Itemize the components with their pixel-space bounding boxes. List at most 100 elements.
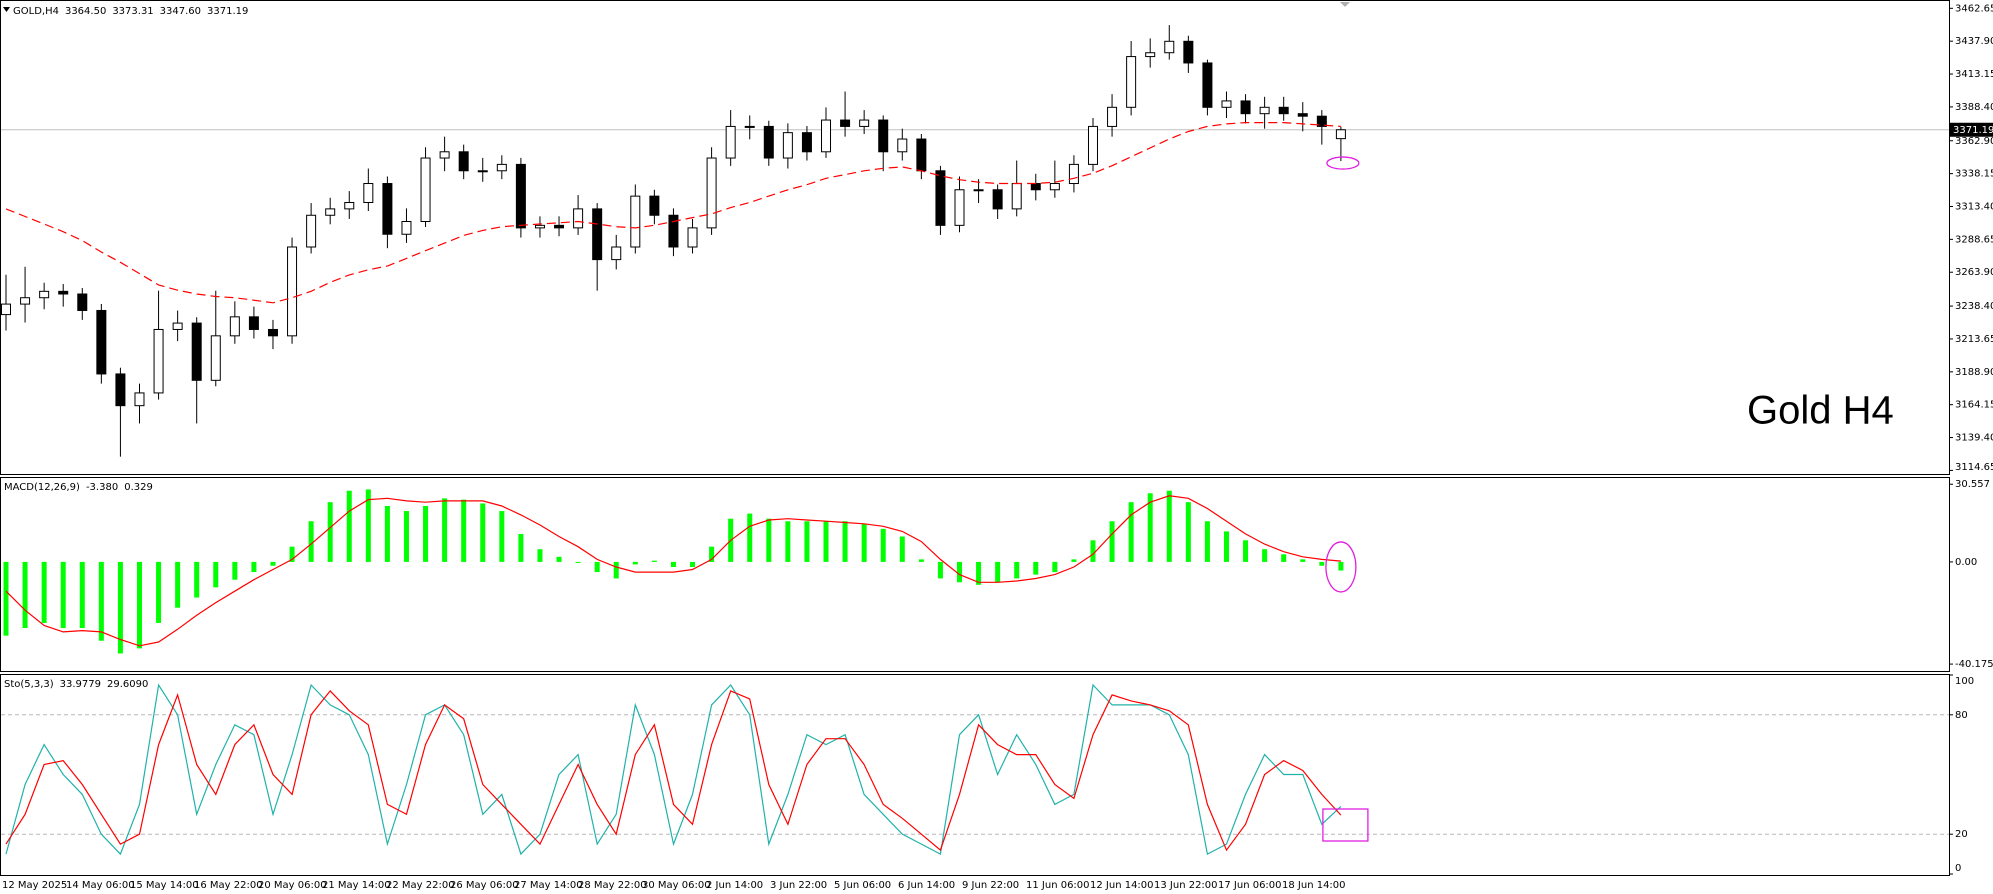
macd-bar: [556, 556, 562, 562]
highlight-ellipse: [1325, 541, 1357, 593]
macd-bar: [670, 561, 676, 568]
macd-bar: [651, 560, 657, 562]
panel-header: Sto(5,3,3) 33.9779 29.6090: [4, 679, 148, 690]
candle-body: [1316, 115, 1327, 127]
candle-body: [96, 309, 107, 375]
macd-bar: [1166, 490, 1172, 562]
x-tick-label: 26 May 06:00: [450, 880, 519, 891]
candle-body: [1068, 163, 1079, 185]
candle-body: [573, 208, 584, 229]
y-tick-label: 3388.40: [1955, 102, 1993, 113]
macd-bar: [194, 561, 200, 598]
candle-body: [134, 392, 145, 407]
x-tick-label: 3 Jun 22:00: [770, 880, 827, 891]
macd-bar: [747, 513, 753, 562]
macd-bar: [1014, 561, 1020, 579]
macd-bar: [1071, 559, 1077, 562]
macd-bar: [117, 561, 123, 654]
macd-bar: [1243, 540, 1249, 562]
candle-body: [801, 132, 812, 153]
macd-bar: [957, 561, 962, 583]
candle-body: [916, 138, 927, 172]
stochastic-line: [5, 689, 1342, 852]
candle-body: [859, 119, 870, 127]
candle-body: [554, 224, 565, 229]
header-value: 3373.31: [112, 6, 153, 17]
header-value: 3364.50: [65, 6, 106, 17]
macd-bar: [976, 561, 982, 585]
stochastic-panel: [0, 674, 1950, 876]
macd-bar: [899, 536, 905, 562]
macd-bar: [1090, 540, 1096, 562]
x-tick-label: 9 Jun 22:00: [962, 880, 1019, 891]
candle-body: [534, 224, 545, 229]
y-tick-label: 3238.40: [1955, 301, 1993, 312]
macd-bar: [613, 561, 619, 579]
candle-body: [420, 157, 431, 222]
candle-body: [39, 290, 50, 299]
candle-body: [229, 316, 240, 337]
candle-body: [439, 151, 450, 159]
y-tick-label: 100: [1955, 676, 1974, 687]
shift-marker: [1340, 2, 1350, 7]
candle-body: [496, 163, 507, 172]
highlight-box: [1322, 808, 1369, 842]
x-tick-label: 15 May 14:00: [130, 880, 199, 891]
highlight-ellipse: [1326, 156, 1360, 170]
candle-body: [401, 220, 412, 235]
menu-triangle: [3, 7, 10, 12]
macd-bar: [384, 505, 390, 562]
macd-bar: [156, 561, 162, 623]
x-tick-label: 12 May 2025: [2, 880, 67, 891]
macd-bar: [1281, 554, 1287, 562]
x-tick-label: 22 May 22:00: [386, 880, 455, 891]
macd-bar: [861, 523, 867, 562]
candle-body: [611, 246, 622, 261]
macd-bar: [480, 503, 486, 562]
header-value: 3371.19: [207, 6, 248, 17]
macd-bar: [1204, 521, 1210, 562]
candle-body: [172, 322, 183, 330]
candle-body: [592, 208, 603, 261]
candle-body: [706, 157, 717, 229]
macd-bar: [461, 499, 467, 562]
candle-body: [1335, 129, 1346, 140]
candle-body: [878, 119, 889, 153]
stochastic-line: [5, 683, 1342, 856]
macd-bar: [937, 561, 943, 579]
macd-bar: [709, 546, 715, 562]
macd-bar: [175, 561, 181, 608]
price-panel: [0, 0, 1950, 475]
macd-bar: [575, 561, 581, 563]
macd-bar: [880, 528, 886, 562]
macd-bar: [270, 561, 276, 566]
macd-bar: [1109, 521, 1115, 562]
candle-body: [363, 183, 374, 204]
y-tick-label: 0.00: [1955, 557, 1977, 568]
candle-body: [58, 290, 69, 295]
x-tick-label: 11 Jun 06:00: [1026, 880, 1090, 891]
y-tick-label: 0: [1955, 863, 1961, 874]
candle-body: [1259, 106, 1270, 115]
macd-bar: [1223, 531, 1229, 562]
candle-body: [306, 214, 317, 248]
macd-panel: [0, 477, 1950, 672]
y-tick-label: 3362.90: [1955, 136, 1993, 147]
y-tick-label: -40.175: [1955, 659, 1993, 670]
candle-body: [1202, 62, 1213, 108]
candle-body: [935, 170, 946, 226]
x-tick-label: 27 May 14:00: [514, 880, 583, 891]
y-tick-label: 3313.40: [1955, 201, 1993, 212]
x-tick-label: 21 May 14:00: [322, 880, 391, 891]
macd-bar: [60, 561, 66, 629]
panel-title: Sto(5,3,3): [4, 679, 54, 690]
candle-body: [382, 183, 393, 235]
chart-annotation: Gold H4: [1747, 389, 1894, 433]
macd-signal: [5, 495, 1341, 647]
candle-body: [287, 246, 298, 337]
x-tick-label: 12 Jun 14:00: [1090, 880, 1154, 891]
panel-title: GOLD,H4: [13, 6, 59, 17]
candle-body: [1221, 100, 1232, 108]
candle-body: [153, 328, 164, 394]
macd-bar: [766, 518, 772, 562]
